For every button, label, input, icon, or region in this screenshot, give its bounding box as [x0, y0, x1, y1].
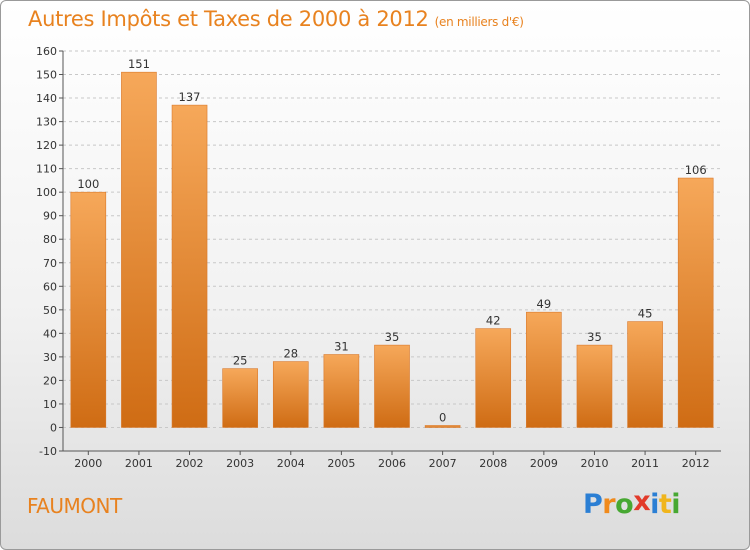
value-label-2007: 0 [439, 410, 446, 424]
bar-2009 [526, 311, 562, 428]
x-tick-label-2002: 2002 [176, 457, 204, 470]
bar-2012 [677, 177, 714, 428]
bar-2001 [121, 71, 157, 428]
bar-2008 [475, 328, 512, 428]
y-tick-label: 150 [36, 69, 57, 82]
logo-letter: t [658, 489, 672, 520]
y-tick-label: 140 [36, 92, 57, 105]
x-tick-label-2007: 2007 [429, 457, 457, 470]
y-tick-label: 70 [43, 257, 57, 270]
y-tick-label: 80 [43, 233, 57, 246]
bar-layer: 100 151 137 25 28 31 35 0 42 49 35 45 106 [70, 57, 714, 428]
bar-2003 [222, 368, 258, 428]
chart-title-text: Autres Impôts et Taxes de 2000 à 2012 [28, 7, 429, 31]
value-label-2010: 35 [587, 330, 602, 344]
y-tick-label: 30 [43, 351, 57, 364]
bar-2007 [424, 425, 461, 428]
value-label-2004: 28 [283, 347, 298, 361]
value-label-2000: 100 [77, 177, 99, 191]
y-tick-label: 0 [50, 421, 57, 434]
x-tick-label-2000: 2000 [74, 457, 102, 470]
y-tick-label: 120 [36, 139, 57, 152]
value-label-2012: 106 [685, 163, 707, 177]
value-label-2009: 49 [537, 297, 552, 311]
bar-2002 [171, 104, 208, 428]
y-tick-label: 40 [43, 327, 57, 340]
y-tick-label: 130 [36, 116, 57, 129]
y-tick-label: -10 [39, 445, 57, 458]
chart-subtitle: (en milliers d'€) [434, 15, 524, 29]
place-name: FAUMONT [27, 494, 122, 518]
logo-letter: x [633, 486, 651, 517]
y-tick-label: 20 [43, 374, 57, 387]
value-label-2001: 151 [128, 57, 150, 71]
bar-2004 [272, 361, 309, 428]
logo-letter: i [650, 489, 659, 520]
x-tick-label-2009: 2009 [530, 457, 558, 470]
value-label-2006: 35 [385, 330, 400, 344]
x-tick-label-2012: 2012 [682, 457, 710, 470]
x-tick-label-2001: 2001 [125, 457, 153, 470]
x-tick-label-2005: 2005 [327, 457, 355, 470]
x-tick-label-2004: 2004 [277, 457, 305, 470]
bar-2005 [323, 354, 360, 428]
y-tick-label: 50 [43, 304, 57, 317]
axis-layer: -10 0 10 20 30 40 50 60 70 80 90 100 110 120 130 140 150… [36, 45, 721, 470]
value-label-2008: 42 [486, 314, 501, 328]
y-tick-label: 10 [43, 398, 57, 411]
x-tick-label-2003: 2003 [226, 457, 254, 470]
value-label-2002: 137 [179, 90, 201, 104]
logo-letter: P [583, 489, 603, 520]
value-label-2005: 31 [334, 340, 349, 354]
x-tick-label-2010: 2010 [580, 457, 608, 470]
bar-2000 [70, 191, 107, 428]
y-tick-label: 100 [36, 186, 57, 199]
bar-2006 [374, 344, 410, 428]
y-tick-label: 160 [36, 45, 57, 58]
proxiti-logo[interactable]: Proxiti [583, 486, 681, 520]
chart-title: Autres Impôts et Taxes de 2000 à 2012 (en… [28, 7, 524, 31]
y-tick-label: 90 [43, 210, 57, 223]
logo-letter: r [602, 489, 616, 520]
y-tick-label: 110 [36, 163, 57, 176]
logo-letter: o [615, 489, 634, 520]
logo-letter: i [671, 489, 681, 520]
x-tick-label-2011: 2011 [631, 457, 659, 470]
value-label-2011: 45 [638, 307, 653, 321]
x-tick-label-2008: 2008 [479, 457, 507, 470]
y-tick-label: 60 [43, 280, 57, 293]
bar-2011 [627, 321, 663, 428]
value-label-2003: 25 [233, 354, 248, 368]
bar-2010 [576, 344, 613, 428]
x-tick-label-2006: 2006 [378, 457, 406, 470]
